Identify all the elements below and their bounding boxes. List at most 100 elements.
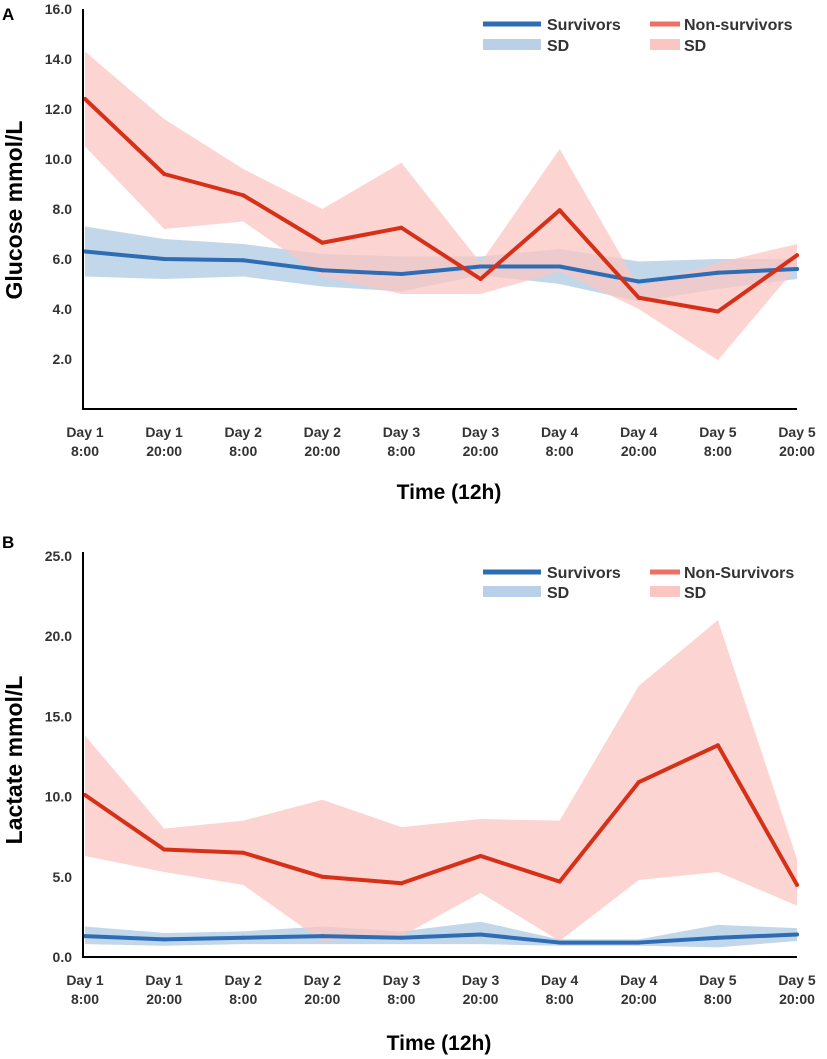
nonsurvivors-point: [162, 847, 167, 852]
panel-label-a: A: [2, 5, 14, 24]
survivors-point: [636, 279, 641, 284]
survivors-point: [795, 267, 799, 271]
x-tick-label-time: 8:00: [71, 443, 99, 459]
x-tick-label-day: Day 3: [383, 972, 421, 988]
x-tick-label-day: Day 3: [462, 972, 500, 988]
x-tick-label-time: 8:00: [71, 991, 99, 1007]
nonsurvivors-point: [320, 874, 325, 879]
x-tick-label-day: Day 5: [778, 424, 816, 440]
x-tick-label-day: Day 3: [383, 424, 421, 440]
legend-nonsurvivors-label: Non-survivors: [684, 17, 793, 34]
x-tick-label-time: 8:00: [229, 991, 257, 1007]
y-tick-label: 0.0: [53, 949, 73, 965]
x-tick-label-time: 20:00: [146, 443, 182, 459]
nonsurvivors-point: [320, 240, 325, 245]
survivors-point: [241, 258, 246, 263]
x-tick-label-day: Day 5: [778, 972, 816, 988]
x-tick-label-day: Day 4: [620, 972, 658, 988]
x-tick-label-day: Day 5: [699, 972, 737, 988]
legend-survivors-label: Survivors: [547, 565, 621, 582]
lactate-chart: B 0.0 5.0 10.0 15.0 20.0 25.0 Day 1 8:00 Day 1 2…: [1, 533, 816, 1055]
legend-survivors-sd-label: SD: [547, 585, 569, 602]
survivors-point: [557, 264, 562, 269]
survivors-point: [241, 935, 246, 940]
survivors-point: [162, 937, 167, 942]
x-tick-label-day: Day 4: [620, 424, 658, 440]
y-tick-label: 5.0: [53, 869, 73, 885]
x-tick-label-day: Day 1: [145, 424, 183, 440]
survivors-line: [83, 932, 799, 945]
y-tick-label: 16.0: [45, 1, 72, 17]
legend-nonsurvivors-sd-swatch: [650, 586, 680, 597]
nonsurvivors-point: [636, 295, 641, 300]
y-tick-label: 2.0: [53, 351, 73, 367]
x-tick-label-time: 20:00: [779, 443, 815, 459]
survivors-point: [478, 264, 483, 269]
nonsurvivors-line: [83, 97, 799, 314]
x-tick-label-time: 8:00: [387, 443, 415, 459]
y-tick-label: 6.0: [53, 251, 73, 267]
nonsurvivors-point: [715, 309, 720, 314]
x-tick-label-time: 8:00: [229, 443, 257, 459]
nonsurvivors-point: [795, 882, 799, 887]
x-tick-label-time: 20:00: [463, 991, 499, 1007]
panel-label-b: B: [2, 533, 14, 552]
legend-survivors-sd-label: SD: [547, 38, 569, 55]
x-tick-label-time: 20:00: [463, 443, 499, 459]
x-tick-label-day: Day 3: [462, 424, 500, 440]
y-tick-label: 15.0: [45, 708, 72, 724]
nonsurvivors-point: [636, 780, 641, 785]
nonsurvivors-point: [162, 172, 167, 176]
legend: Survivors SD Non-Survivors SD: [483, 565, 794, 602]
legend-nonsurvivors-label: Non-Survivors: [684, 565, 794, 582]
legend: Survivors SD Non-survivors SD: [483, 17, 793, 55]
x-axis-label: Time (12h): [387, 1032, 492, 1055]
x-tick-label-time: 8:00: [546, 443, 574, 459]
survivors-point: [636, 940, 641, 945]
y-tick-label: 8.0: [53, 201, 73, 217]
y-tick-label: 14.0: [45, 51, 72, 67]
nonsurvivors-point: [715, 743, 720, 748]
survivors-point: [478, 932, 483, 937]
nonsurvivors-point: [557, 208, 562, 213]
x-tick-label-day: Day 2: [304, 972, 342, 988]
legend-nonsurvivors-sd-label: SD: [684, 585, 706, 602]
survivors-line: [83, 249, 799, 284]
survivors-point: [399, 272, 404, 276]
y-axis-label: Lactate mmol/L: [1, 676, 27, 845]
survivors-point: [795, 932, 799, 937]
x-axis-label: Time (12h): [397, 481, 502, 504]
nonsurvivors-point: [795, 253, 799, 258]
x-tick-label-day: Day 1: [145, 972, 183, 988]
nonsurvivors-sd-band: [85, 620, 797, 941]
legend-survivors-sd-swatch: [483, 39, 541, 50]
nonsurvivors-point: [399, 225, 404, 230]
x-tick-label-time: 20:00: [304, 991, 340, 1007]
y-axis-label: Glucose mmol/L: [1, 121, 27, 300]
y-tick-label: 20.0: [45, 628, 72, 644]
legend-survivors-label: Survivors: [547, 17, 621, 34]
survivors-point: [557, 940, 562, 945]
survivors-point: [162, 257, 167, 261]
nonsurvivors-point: [478, 277, 483, 281]
legend-survivors-sd-swatch: [483, 586, 541, 597]
x-tick-label-time: 8:00: [704, 443, 732, 459]
x-tick-label-day: Day 2: [225, 972, 263, 988]
survivors-point: [715, 935, 720, 940]
x-tick-label-day: Day 4: [541, 972, 579, 988]
x-tick-label-day: Day 4: [541, 424, 579, 440]
nonsurvivors-point: [399, 881, 404, 886]
nonsurvivors-point: [241, 193, 246, 198]
x-tick-label-day: Day 2: [225, 424, 263, 440]
nonsurvivors-point: [478, 853, 483, 858]
nonsurvivors-point: [557, 879, 562, 884]
x-tick-label-time: 20:00: [304, 443, 340, 459]
y-tick-label: 12.0: [45, 101, 72, 117]
nonsurvivors-point: [241, 850, 246, 855]
survivors-point: [715, 270, 720, 275]
survivors-point: [320, 268, 325, 273]
y-tick-label: 4.0: [53, 301, 73, 317]
x-tick-label-day: Day 1: [66, 972, 104, 988]
x-tick-label-time: 20:00: [146, 991, 182, 1007]
